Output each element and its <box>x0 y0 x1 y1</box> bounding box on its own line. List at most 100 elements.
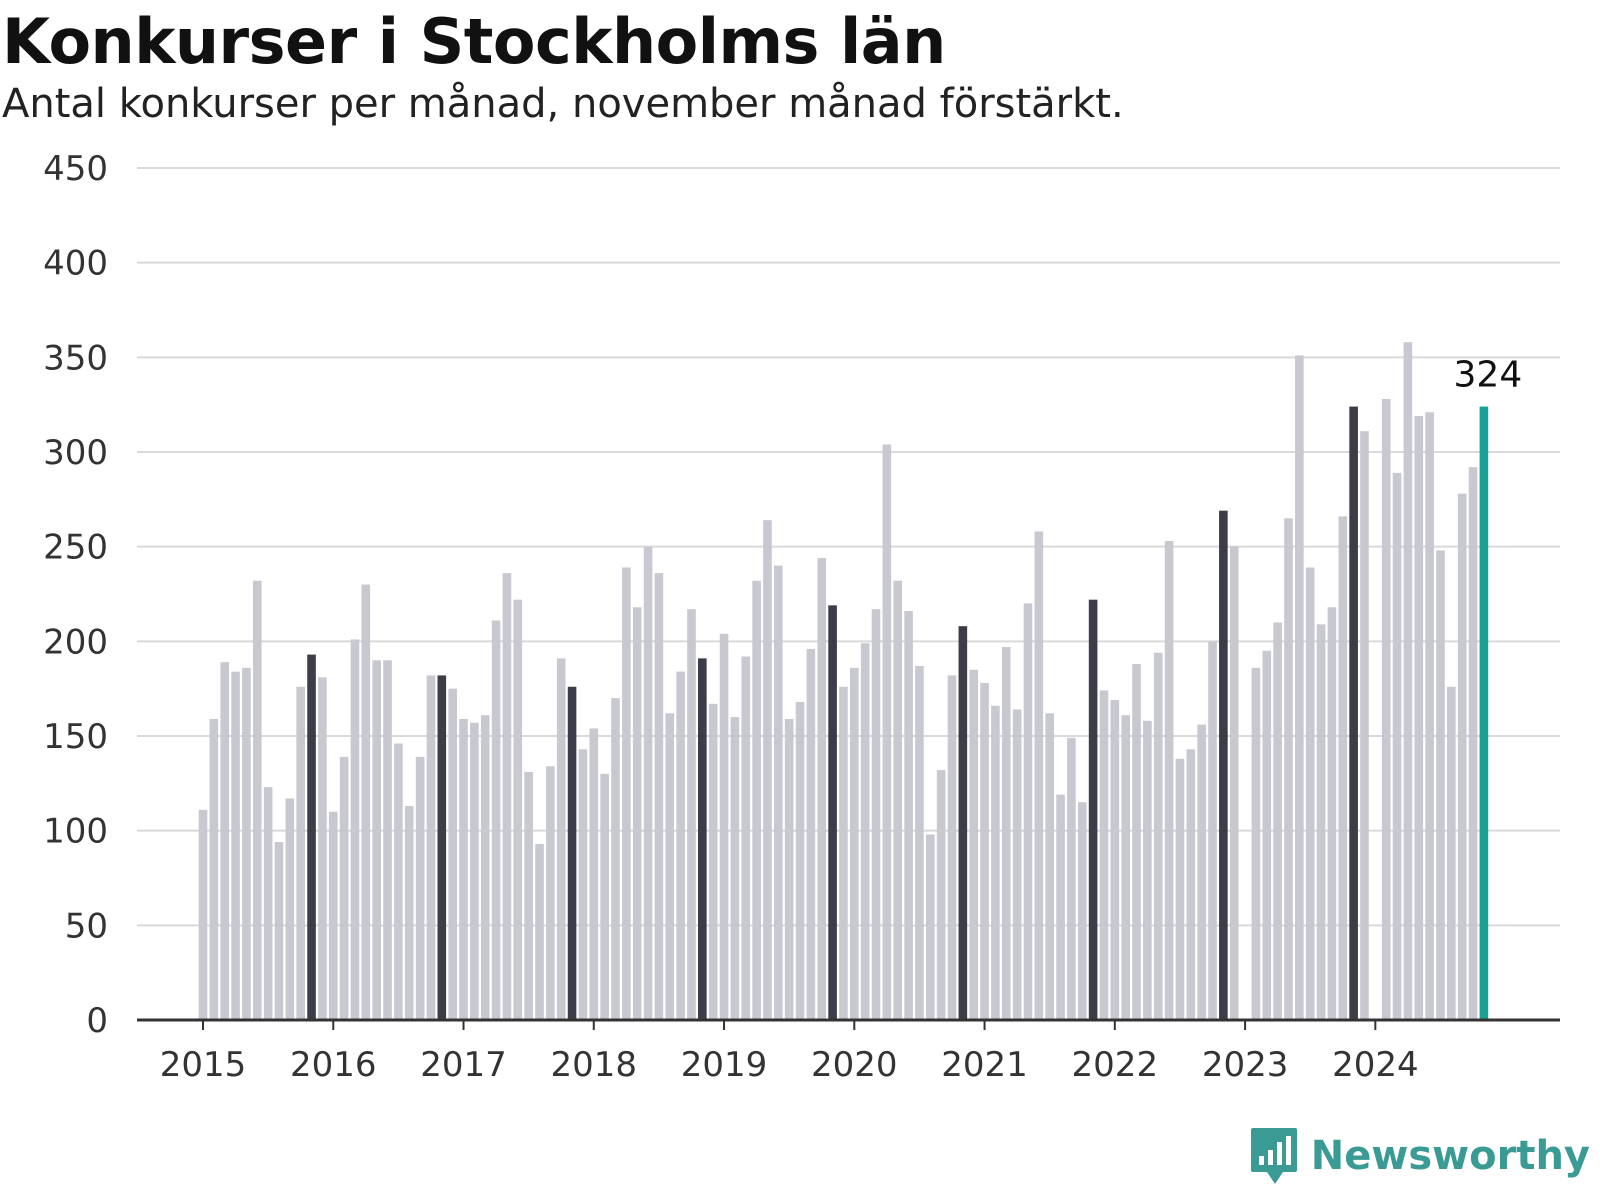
x-tick-label: 2015 <box>160 1045 247 1085</box>
bar <box>828 605 837 1020</box>
bar <box>242 667 251 1020</box>
bar <box>339 756 349 1020</box>
x-tick-label: 2016 <box>290 1045 377 1085</box>
bar <box>535 843 544 1020</box>
bar <box>209 718 219 1020</box>
x-tick-label: 2017 <box>420 1045 507 1085</box>
bar <box>1219 510 1228 1020</box>
bar <box>1425 412 1434 1020</box>
bar <box>1001 647 1011 1020</box>
bar <box>415 756 425 1020</box>
bar <box>328 811 338 1020</box>
bar <box>404 806 414 1020</box>
bar <box>1273 622 1282 1020</box>
bar <box>936 770 946 1020</box>
x-tick-label: 2022 <box>1072 1045 1159 1085</box>
bar <box>719 633 729 1020</box>
bar <box>502 573 512 1020</box>
bar <box>611 698 620 1020</box>
bar <box>1110 700 1120 1020</box>
bar <box>567 686 577 1020</box>
bar <box>893 580 903 1020</box>
y-tick-label: 150 <box>43 717 108 757</box>
bar <box>372 660 381 1020</box>
bar <box>1153 652 1163 1020</box>
bar <box>1349 406 1358 1020</box>
bar-chart-speech-bubble-icon <box>1250 1128 1297 1184</box>
y-tick-label: 100 <box>43 812 108 852</box>
bar <box>1457 493 1467 1020</box>
brand-name: Newsworthy <box>1310 1133 1590 1179</box>
bar <box>806 648 816 1020</box>
bar <box>795 701 805 1020</box>
bar <box>1077 802 1087 1020</box>
bar <box>947 675 957 1020</box>
bar-chart: 0 50 100 150 200 250 300 350 400 450 2015 2016 2017… <box>43 149 1560 1085</box>
bar <box>871 609 881 1020</box>
bar <box>350 639 360 1020</box>
bar <box>925 834 935 1020</box>
bar <box>980 682 989 1020</box>
y-tick-label: 400 <box>43 244 108 284</box>
bars <box>198 342 1489 1021</box>
bar <box>263 787 273 1020</box>
bar <box>1056 794 1065 1020</box>
bar <box>546 766 555 1020</box>
bar <box>687 609 696 1020</box>
bar <box>1403 342 1413 1020</box>
bar <box>1327 607 1337 1020</box>
bar <box>882 444 892 1020</box>
bar <box>817 558 827 1020</box>
bar <box>307 654 316 1020</box>
bar <box>1284 518 1293 1020</box>
bar <box>437 675 447 1020</box>
bar <box>1381 398 1391 1020</box>
bar <box>1121 715 1130 1020</box>
x-tick-label: 2019 <box>681 1045 768 1085</box>
chart-subtitle: Antal konkurser per månad, november måna… <box>2 81 1124 127</box>
bar <box>383 660 392 1020</box>
bar <box>296 686 305 1020</box>
bar <box>632 607 642 1020</box>
x-tick-label: 2024 <box>1332 1045 1419 1085</box>
chart-title: Konkurser i Stockholms län <box>2 5 946 78</box>
bar <box>969 669 979 1020</box>
bar <box>578 749 588 1020</box>
bar <box>285 798 295 1020</box>
bar <box>1338 516 1348 1020</box>
bar <box>1067 737 1076 1020</box>
bar <box>394 743 403 1020</box>
bar <box>1023 603 1033 1020</box>
bar <box>589 728 599 1020</box>
y-tick-label: 300 <box>43 433 108 473</box>
bar <box>915 665 924 1020</box>
bar <box>459 718 468 1020</box>
y-tick-label: 350 <box>43 338 108 378</box>
bar <box>513 599 523 1020</box>
bar <box>491 620 501 1020</box>
bar <box>1045 713 1054 1020</box>
y-tick-label: 450 <box>43 149 108 189</box>
bar <box>1392 472 1402 1021</box>
bar <box>252 580 262 1020</box>
x-tick-label: 2018 <box>551 1045 638 1085</box>
bar <box>1012 709 1022 1020</box>
bar <box>231 671 240 1020</box>
annotations: 324 <box>1454 355 1523 396</box>
bar <box>556 658 566 1020</box>
bar <box>622 567 631 1020</box>
bar <box>1316 624 1326 1020</box>
bar <box>1414 416 1424 1020</box>
bar <box>676 671 685 1020</box>
bar <box>730 717 740 1020</box>
bar <box>1132 664 1141 1020</box>
bar <box>524 771 533 1020</box>
x-tick-label: 2023 <box>1202 1045 1289 1085</box>
bar <box>654 573 664 1020</box>
bar <box>361 584 371 1020</box>
bar <box>274 842 284 1020</box>
bar <box>1436 550 1445 1020</box>
bar <box>1360 431 1369 1020</box>
bar <box>1229 546 1239 1020</box>
bar <box>741 656 751 1020</box>
